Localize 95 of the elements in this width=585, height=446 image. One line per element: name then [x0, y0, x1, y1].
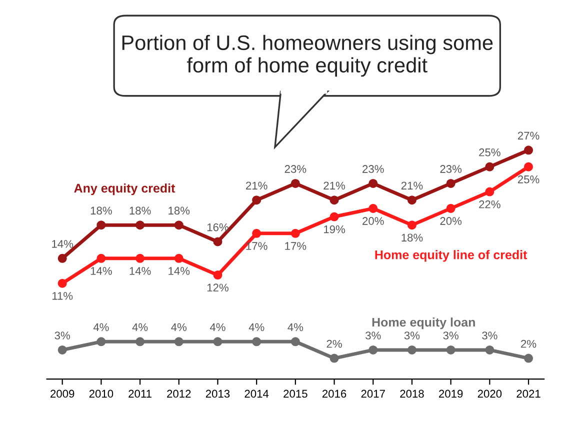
data-label: 3% — [404, 332, 420, 340]
x-tick-label: 2009 — [50, 390, 74, 398]
point — [252, 196, 262, 205]
data-label: 25% — [479, 148, 500, 156]
data-label: 22% — [479, 200, 500, 208]
x-tick-label: 2020 — [478, 390, 502, 398]
data-label: 23% — [440, 165, 462, 173]
point — [368, 345, 378, 354]
point — [96, 254, 106, 263]
x-tick-label: 2012 — [167, 390, 191, 398]
data-label: 18% — [90, 206, 112, 215]
data-label: 17% — [285, 242, 306, 250]
data-label: 18% — [130, 206, 151, 215]
x-tick-label: 2011 — [128, 390, 152, 398]
data-label: 2% — [326, 340, 342, 348]
point — [330, 354, 339, 363]
point — [136, 220, 145, 230]
point — [524, 146, 534, 155]
x-tick-label: 2016 — [322, 390, 346, 398]
data-label: 4% — [93, 323, 109, 332]
x-tick-label: 2021 — [516, 390, 540, 398]
point — [252, 337, 262, 346]
point — [174, 220, 184, 230]
x-tick-label: 2015 — [284, 390, 308, 398]
point — [58, 278, 67, 288]
point — [136, 337, 145, 346]
data-label: 4% — [210, 323, 226, 332]
point — [524, 162, 534, 172]
data-label: 18% — [168, 206, 190, 215]
point — [96, 220, 106, 230]
data-label: 11% — [52, 292, 73, 300]
point — [485, 345, 494, 354]
point — [290, 178, 300, 188]
x-tick-label: 2014 — [244, 390, 269, 398]
data-label: 21% — [246, 182, 268, 190]
point — [330, 196, 339, 205]
point — [446, 178, 456, 188]
point — [330, 212, 339, 222]
point — [446, 345, 456, 354]
point — [368, 178, 378, 188]
point — [174, 337, 184, 346]
point — [174, 254, 184, 263]
data-label: 14% — [130, 267, 151, 275]
point — [407, 196, 416, 205]
point — [407, 345, 416, 354]
data-label: 27% — [518, 132, 540, 140]
data-label: 20% — [440, 217, 462, 225]
series-label: Home equity loan — [372, 317, 475, 330]
point — [407, 220, 416, 230]
data-label: 25% — [518, 175, 540, 184]
point — [290, 337, 300, 346]
x-tick-label: 2019 — [439, 390, 463, 398]
data-label: 14% — [168, 267, 190, 275]
data-label: 2% — [521, 340, 536, 348]
data-label: 14% — [52, 240, 74, 248]
x-tick-label: 2010 — [89, 390, 114, 398]
point — [446, 204, 456, 213]
point — [136, 254, 145, 263]
data-label: 3% — [54, 332, 70, 340]
point — [213, 270, 222, 280]
chart-title: Portion of U.S. homeowners using some form of home equity credit — [122, 34, 493, 77]
point — [58, 345, 67, 354]
point — [96, 337, 106, 346]
point — [485, 187, 494, 196]
data-label: 17% — [246, 242, 268, 250]
data-label: 4% — [132, 323, 148, 332]
data-label: 3% — [443, 332, 458, 340]
x-tick-label: 2013 — [206, 390, 230, 398]
data-label: 4% — [288, 323, 304, 332]
point — [213, 237, 222, 246]
point — [485, 162, 494, 172]
data-label: 21% — [324, 182, 345, 190]
text: Home equity line of credit — [375, 250, 528, 262]
point — [290, 228, 300, 238]
point — [252, 228, 262, 238]
data-label: 21% — [401, 182, 423, 190]
text: Any equity credit — [74, 183, 176, 196]
data-label: 20% — [362, 217, 384, 225]
data-label: 23% — [362, 165, 384, 173]
data-label: 3% — [482, 332, 498, 340]
data-label: 4% — [248, 323, 264, 332]
x-tick-label: 2017 — [361, 390, 385, 398]
point — [524, 354, 534, 363]
data-label: 18% — [402, 234, 423, 242]
point — [58, 254, 67, 263]
data-label: 16% — [207, 223, 228, 232]
x-tick-label: 2018 — [400, 390, 424, 398]
point — [368, 204, 378, 213]
data-label: 12% — [207, 284, 228, 292]
data-label: 23% — [284, 165, 306, 173]
point — [213, 337, 222, 346]
data-label: 4% — [171, 323, 187, 332]
data-label: 3% — [366, 332, 381, 340]
data-label: 14% — [90, 267, 112, 275]
data-label: 19% — [324, 225, 345, 234]
